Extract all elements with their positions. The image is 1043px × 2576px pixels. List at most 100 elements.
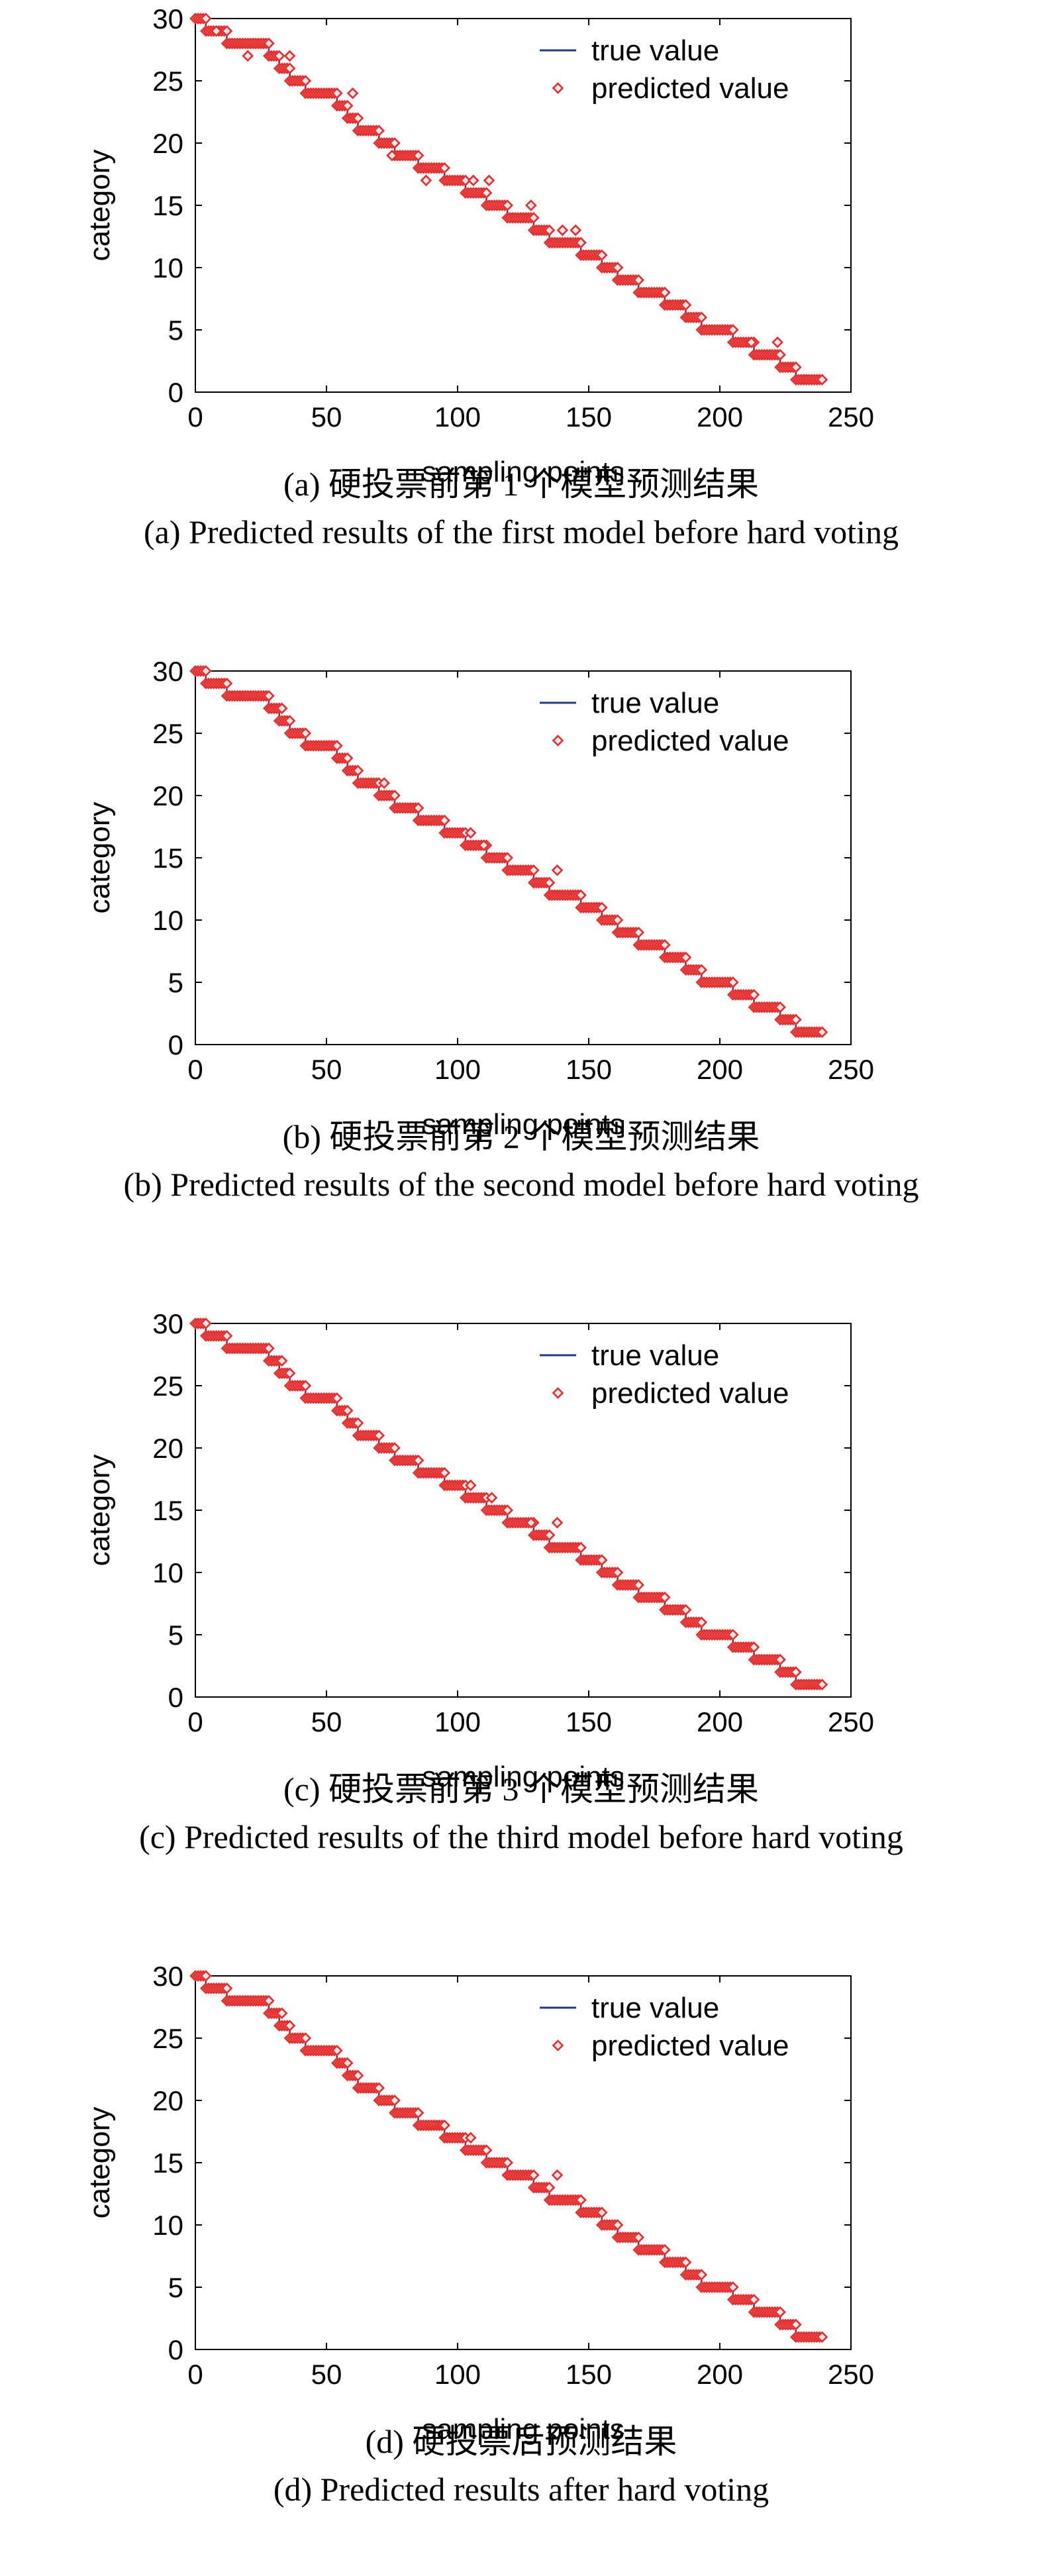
- predicted-point: [299, 75, 312, 87]
- caption-cn: (b) 硬投票前第 2 个模型预测结果: [283, 1118, 760, 1155]
- predicted-point: [275, 1355, 288, 1367]
- predicted-point: [528, 211, 540, 224]
- predicted-point: [543, 224, 556, 236]
- predicted-point: [575, 889, 587, 902]
- predicted-point: [552, 735, 564, 747]
- predicted-point: [595, 1554, 608, 1567]
- legend-true-label: true value: [591, 1992, 719, 2024]
- y-tick-label: 20: [152, 128, 183, 159]
- y-tick-label: 5: [168, 967, 183, 998]
- predicted-point: [551, 2169, 564, 2181]
- x-tick-label: 100: [434, 401, 481, 433]
- predicted-point: [389, 137, 401, 149]
- predicted-point: [774, 1001, 786, 1013]
- legend-predicted-label: predicted value: [591, 725, 789, 757]
- predicted-point: [659, 2243, 671, 2256]
- legend-predicted-marker: [552, 82, 564, 94]
- y-tick-label: 5: [168, 2272, 183, 2303]
- predicted-series: [189, 1970, 828, 2344]
- x-tick-label: 50: [311, 1706, 342, 1737]
- legend-true-label: true value: [591, 687, 719, 719]
- predicted-point: [352, 1417, 364, 1429]
- caption-en: (d) Predicted results after hard voting: [273, 2471, 769, 2508]
- predicted-point: [346, 87, 359, 99]
- predicted-point: [632, 1578, 645, 1591]
- predicted-point: [816, 2331, 828, 2344]
- predicted-point: [726, 1629, 739, 1641]
- y-tick-label: 20: [152, 2085, 183, 2116]
- predicted-point: [263, 690, 275, 702]
- legend-predicted-label: predicted value: [591, 2030, 789, 2062]
- predicted-point: [679, 951, 692, 964]
- chart-panel-1: 0 5 10 15 20 25 30 0 50 100 150 200 250 sampling poin…: [83, 3, 899, 550]
- predicted-point: [543, 1529, 556, 1541]
- caption-cn: (a) 硬投票前第 1 个模型预测结果: [283, 466, 759, 503]
- predicted-point: [373, 1429, 385, 1442]
- x-axis-label: sampling points: [422, 1761, 624, 1793]
- predicted-point: [570, 224, 582, 236]
- y-tick-label: 0: [168, 2334, 183, 2365]
- predicted-point: [438, 2119, 451, 2132]
- predicted-point: [352, 2069, 364, 2082]
- y-tick-label: 5: [168, 1620, 183, 1651]
- y-tick-label: 10: [152, 905, 183, 936]
- y-tick-label: 5: [168, 315, 183, 346]
- predicted-point: [774, 1653, 786, 1666]
- predicted-point: [679, 1604, 692, 1616]
- x-tick-label: 0: [187, 2359, 203, 2390]
- predicted-point: [748, 2293, 760, 2306]
- predicted-point: [275, 2007, 288, 2020]
- y-tick-label: 30: [152, 656, 183, 687]
- x-tick-label: 50: [311, 401, 342, 433]
- predicted-point: [575, 2194, 587, 2206]
- predicted-point: [679, 299, 692, 311]
- predicted-point: [299, 727, 312, 739]
- caption-en: (c) Predicted results of the third model…: [139, 1818, 903, 1855]
- predicted-point: [748, 1641, 760, 1653]
- predicted-point: [210, 25, 223, 37]
- predicted-point: [528, 2169, 540, 2181]
- legend-predicted-marker: [552, 2039, 564, 2051]
- y-axis-label: category: [83, 1455, 116, 1567]
- predicted-point: [389, 1442, 401, 1454]
- predicted-point: [438, 1467, 451, 1479]
- predicted-point: [263, 1994, 275, 2007]
- predicted-point: [467, 174, 479, 187]
- predicted-point: [341, 99, 354, 112]
- predicted-point: [774, 348, 786, 361]
- y-tick-label: 10: [152, 1557, 183, 1588]
- predicted-point: [283, 1367, 296, 1380]
- predicted-point: [551, 864, 564, 876]
- predicted-point: [595, 2206, 608, 2219]
- caption-cn: (d) 硬投票后预测结果: [366, 2423, 677, 2460]
- x-tick-label: 0: [187, 401, 203, 433]
- predicted-point: [771, 336, 783, 348]
- predicted-point: [373, 2082, 385, 2094]
- y-axis-label: category: [83, 802, 116, 914]
- x-tick-label: 50: [311, 1054, 342, 1085]
- predicted-point: [575, 1541, 587, 1554]
- predicted-point: [790, 361, 802, 374]
- predicted-point: [420, 174, 432, 187]
- y-tick-label: 20: [152, 1433, 183, 1464]
- predicted-point: [543, 876, 556, 889]
- predicted-point: [299, 1380, 312, 1392]
- y-tick-label: 0: [168, 1682, 183, 1713]
- predicted-point: [595, 249, 608, 262]
- predicted-series: [189, 13, 828, 386]
- predicted-point: [273, 50, 285, 62]
- predicted-point: [341, 2057, 354, 2069]
- y-tick-label: 0: [168, 1029, 183, 1060]
- chart-panel-2: 0 5 10 15 20 25 30 0 50 100 150 200 250 sampling poin…: [83, 656, 919, 1203]
- predicted-point: [477, 839, 490, 852]
- predicted-point: [790, 2318, 802, 2331]
- predicted-point: [611, 1567, 624, 1578]
- legend-predicted-marker: [552, 1387, 564, 1399]
- predicted-point: [595, 902, 608, 914]
- predicted-point: [632, 2231, 645, 2243]
- x-tick-label: 200: [697, 1706, 743, 1737]
- predicted-point: [283, 50, 296, 62]
- predicted-point: [695, 2269, 708, 2281]
- predicted-point: [525, 199, 537, 211]
- predicted-point: [551, 1516, 564, 1529]
